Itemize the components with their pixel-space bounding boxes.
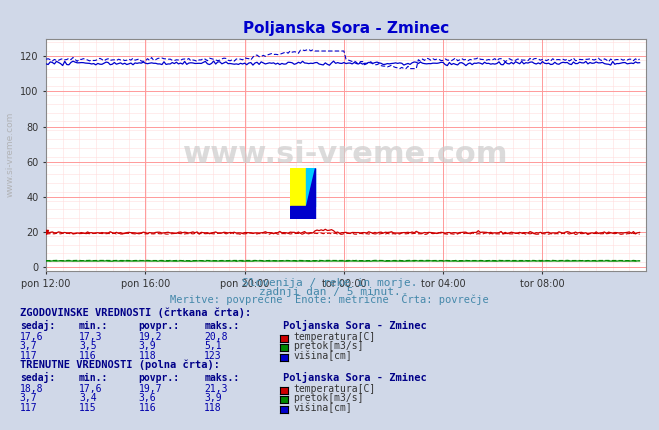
Text: 123: 123	[204, 350, 222, 361]
Text: 118: 118	[138, 350, 156, 361]
Text: 5,1: 5,1	[204, 341, 222, 351]
Text: povpr.:: povpr.:	[138, 373, 179, 383]
Text: ZGODOVINSKE VREDNOSTI (črtkana črta):: ZGODOVINSKE VREDNOSTI (črtkana črta):	[20, 307, 251, 318]
Text: 17,3: 17,3	[79, 332, 103, 342]
Text: Slovenija / reke in morje.: Slovenija / reke in morje.	[242, 278, 417, 288]
Title: Poljanska Sora - Zminec: Poljanska Sora - Zminec	[243, 21, 449, 36]
Text: višina[cm]: višina[cm]	[293, 350, 352, 361]
Text: 3,5: 3,5	[79, 341, 97, 351]
Text: www.si-vreme.com: www.si-vreme.com	[183, 140, 509, 169]
Text: TRENUTNE VREDNOSTI (polna črta):: TRENUTNE VREDNOSTI (polna črta):	[20, 359, 219, 370]
Text: www.si-vreme.com: www.si-vreme.com	[5, 112, 14, 197]
Text: Meritve: povprečne  Enote: metrične  Črta: povrečje: Meritve: povprečne Enote: metrične Črta:…	[170, 293, 489, 305]
Text: 3,6: 3,6	[138, 393, 156, 403]
Text: 116: 116	[138, 402, 156, 413]
Text: sedaj:: sedaj:	[20, 372, 55, 383]
Text: 18,8: 18,8	[20, 384, 43, 394]
Bar	[290, 168, 306, 206]
Text: temperatura[C]: temperatura[C]	[293, 384, 376, 394]
Text: 19,7: 19,7	[138, 384, 162, 394]
Text: 3,7: 3,7	[20, 393, 38, 403]
Text: 117: 117	[20, 402, 38, 413]
Bar	[306, 168, 314, 206]
Text: povpr.:: povpr.:	[138, 321, 179, 331]
Text: 3,4: 3,4	[79, 393, 97, 403]
Text: 19,2: 19,2	[138, 332, 162, 342]
Text: 17,6: 17,6	[79, 384, 103, 394]
Text: min.:: min.:	[79, 373, 109, 383]
Text: maks.:: maks.:	[204, 321, 239, 331]
Text: zadnji dan / 5 minut.: zadnji dan / 5 minut.	[258, 286, 401, 297]
Text: 20,8: 20,8	[204, 332, 228, 342]
Text: temperatura[C]: temperatura[C]	[293, 332, 376, 342]
Text: pretok[m3/s]: pretok[m3/s]	[293, 341, 364, 351]
Text: sedaj:: sedaj:	[20, 320, 55, 331]
Text: 3,9: 3,9	[138, 341, 156, 351]
Text: 3,7: 3,7	[20, 341, 38, 351]
Text: 118: 118	[204, 402, 222, 413]
Text: 3,9: 3,9	[204, 393, 222, 403]
Text: Poljanska Sora - Zminec: Poljanska Sora - Zminec	[283, 372, 427, 383]
Text: 116: 116	[79, 350, 97, 361]
Bar	[290, 206, 314, 219]
Text: min.:: min.:	[79, 321, 109, 331]
Text: pretok[m3/s]: pretok[m3/s]	[293, 393, 364, 403]
Text: višina[cm]: višina[cm]	[293, 402, 352, 413]
Text: 115: 115	[79, 402, 97, 413]
Text: 17,6: 17,6	[20, 332, 43, 342]
Text: 21,3: 21,3	[204, 384, 228, 394]
Text: Poljanska Sora - Zminec: Poljanska Sora - Zminec	[283, 320, 427, 331]
Text: 117: 117	[20, 350, 38, 361]
Polygon shape	[306, 168, 314, 206]
Text: maks.:: maks.:	[204, 373, 239, 383]
